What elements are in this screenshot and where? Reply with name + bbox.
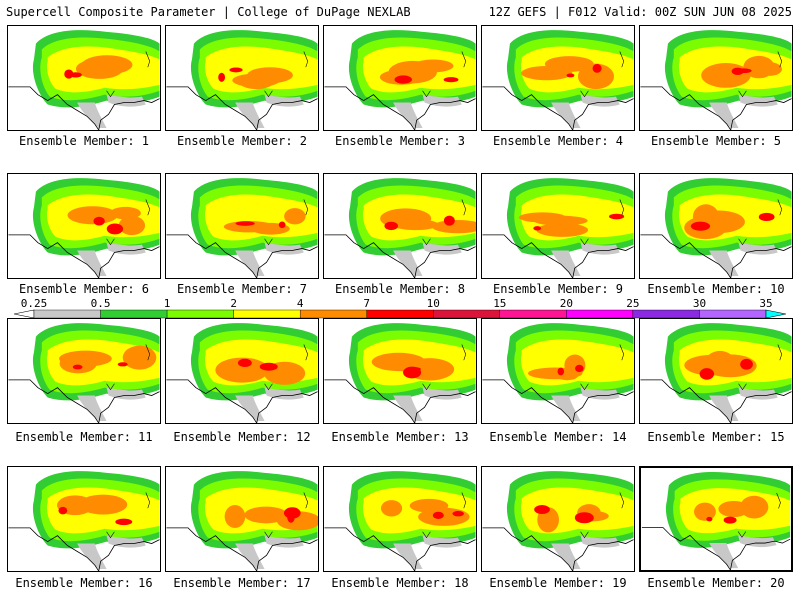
colorbar-segment bbox=[33, 309, 101, 319]
ensemble-member-caption: Ensemble Member: 6 bbox=[18, 282, 150, 296]
colorbar-segment bbox=[100, 309, 168, 319]
ensemble-member-caption: Ensemble Member: 5 bbox=[650, 134, 782, 148]
ensemble-member-caption: Ensemble Member: 14 bbox=[489, 430, 627, 444]
scp-contour-map bbox=[166, 30, 318, 130]
scp-contour-map bbox=[324, 471, 476, 571]
ensemble-member-map[interactable] bbox=[323, 25, 477, 131]
colorbar-segment bbox=[166, 309, 234, 319]
scp-contour-map bbox=[482, 323, 634, 423]
ensemble-member-caption: Ensemble Member: 12 bbox=[173, 430, 311, 444]
colorbar-tick-label: 20 bbox=[559, 297, 573, 310]
ensemble-member-map[interactable] bbox=[639, 25, 793, 131]
colorbar-segment bbox=[765, 309, 787, 319]
ensemble-member-caption: Ensemble Member: 7 bbox=[176, 282, 308, 296]
ensemble-member-map[interactable] bbox=[639, 173, 793, 279]
colorbar-segment bbox=[699, 309, 767, 319]
ensemble-member-map[interactable] bbox=[165, 466, 319, 572]
scp-contour-map bbox=[482, 30, 634, 130]
ensemble-member-map[interactable] bbox=[481, 318, 635, 424]
scp-contour-map bbox=[482, 178, 634, 278]
colorbar bbox=[13, 309, 787, 319]
colorbar-segment bbox=[13, 309, 35, 319]
ensemble-member-map[interactable] bbox=[165, 25, 319, 131]
colorbar-tick-label: 0.25 bbox=[20, 297, 48, 310]
colorbar-segment bbox=[433, 309, 501, 319]
colorbar-segment bbox=[566, 309, 634, 319]
ensemble-member-caption: Ensemble Member: 10 bbox=[647, 282, 785, 296]
scp-contour-map bbox=[641, 472, 791, 570]
colorbar-segment bbox=[299, 309, 367, 319]
ensemble-member-map[interactable] bbox=[165, 173, 319, 279]
ensemble-member-map[interactable] bbox=[481, 25, 635, 131]
scp-contour-map bbox=[8, 178, 160, 278]
ensemble-member-caption: Ensemble Member: 13 bbox=[331, 430, 469, 444]
ensemble-member-map[interactable] bbox=[165, 318, 319, 424]
ensemble-member-caption: Ensemble Member: 18 bbox=[331, 576, 469, 590]
scp-contour-map bbox=[640, 323, 792, 423]
colorbar-tick-label: 10 bbox=[426, 297, 440, 310]
colorbar-segment bbox=[233, 309, 301, 319]
colorbar-tick-label: 7 bbox=[363, 297, 371, 310]
ensemble-member-caption: Ensemble Member: 9 bbox=[492, 282, 624, 296]
ensemble-member-map[interactable] bbox=[323, 466, 477, 572]
scp-contour-map bbox=[8, 30, 160, 130]
model-run-valid-time: 12Z GEFS | F012 Valid: 00Z SUN JUN 08 20… bbox=[488, 5, 792, 19]
scp-contour-map bbox=[166, 471, 318, 571]
ensemble-member-caption: Ensemble Member: 1 bbox=[18, 134, 150, 148]
ensemble-member-caption: Ensemble Member: 20 bbox=[647, 576, 785, 590]
scp-contour-map bbox=[324, 30, 476, 130]
colorbar-segment bbox=[632, 309, 700, 319]
ensemble-member-caption: Ensemble Member: 11 bbox=[15, 430, 153, 444]
ensemble-member-map[interactable] bbox=[481, 173, 635, 279]
ensemble-member-map[interactable] bbox=[7, 466, 161, 572]
colorbar-tick-label: 15 bbox=[493, 297, 507, 310]
ensemble-member-caption: Ensemble Member: 17 bbox=[173, 576, 311, 590]
scp-contour-map bbox=[8, 323, 160, 423]
colorbar-tick-label: 4 bbox=[296, 297, 304, 310]
ensemble-member-map[interactable] bbox=[7, 25, 161, 131]
scp-contour-map bbox=[640, 178, 792, 278]
product-title: Supercell Composite Parameter | College … bbox=[6, 5, 411, 19]
ensemble-member-map[interactable] bbox=[7, 318, 161, 424]
colorbar-tick-label: 30 bbox=[692, 297, 707, 310]
colorbar-tick-label: 1 bbox=[163, 297, 171, 310]
scp-contour-map bbox=[482, 471, 634, 571]
scp-contour-map bbox=[324, 323, 476, 423]
ensemble-member-caption: Ensemble Member: 19 bbox=[489, 576, 627, 590]
ensemble-member-map[interactable] bbox=[7, 173, 161, 279]
ensemble-member-map[interactable] bbox=[481, 466, 635, 572]
ensemble-member-caption: Ensemble Member: 2 bbox=[176, 134, 308, 148]
scp-contour-map bbox=[8, 471, 160, 571]
ensemble-member-caption: Ensemble Member: 16 bbox=[15, 576, 153, 590]
ensemble-member-caption: Ensemble Member: 3 bbox=[334, 134, 466, 148]
ensemble-member-caption: Ensemble Member: 15 bbox=[647, 430, 785, 444]
scp-contour-map bbox=[166, 178, 318, 278]
scp-contour-map bbox=[324, 178, 476, 278]
scp-contour-map bbox=[166, 323, 318, 423]
ensemble-member-map[interactable] bbox=[323, 173, 477, 279]
colorbar-tick-label: 2 bbox=[230, 297, 237, 310]
ensemble-member-map[interactable] bbox=[639, 466, 793, 572]
ensemble-member-map[interactable] bbox=[639, 318, 793, 424]
colorbar-tick-label: 25 bbox=[626, 297, 640, 310]
ensemble-member-caption: Ensemble Member: 8 bbox=[334, 282, 466, 296]
scp-contour-map bbox=[640, 30, 792, 130]
colorbar-segment bbox=[499, 309, 567, 319]
ensemble-member-caption: Ensemble Member: 4 bbox=[492, 134, 624, 148]
colorbar-tick-label: 35 bbox=[759, 297, 773, 310]
ensemble-member-map[interactable] bbox=[323, 318, 477, 424]
colorbar-tick-label: 0.5 bbox=[90, 297, 111, 310]
colorbar-segment bbox=[366, 309, 434, 319]
